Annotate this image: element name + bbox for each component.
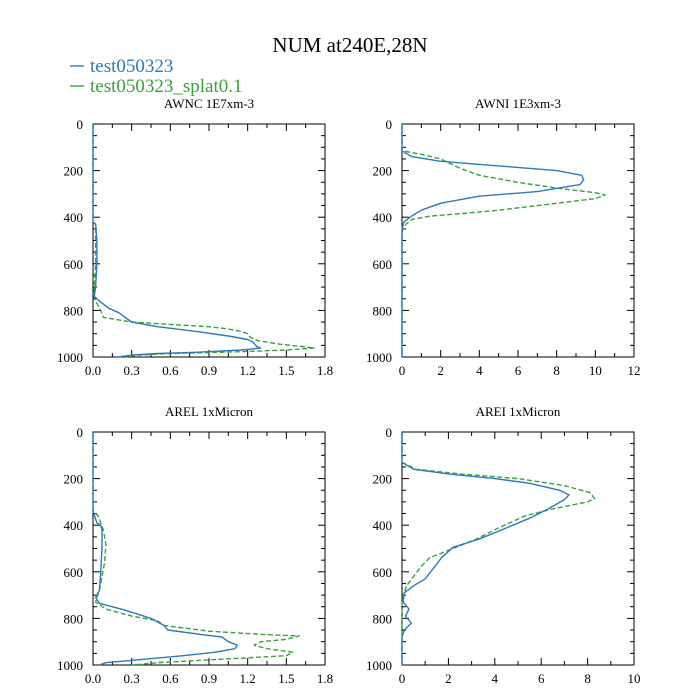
y-tick-label: 0 bbox=[77, 425, 84, 440]
panel-4: AREI 1xMicron 0 200 400 600 800 1000 0 2 4 6 8 10 bbox=[366, 404, 641, 686]
panel-title: AWNC 1E7xm-3 bbox=[164, 96, 254, 111]
series-line-test050323 bbox=[92, 124, 262, 358]
x-tick-label: 1.5 bbox=[278, 363, 294, 378]
series-line-test050323 bbox=[92, 432, 239, 666]
panel-title: AREL 1xMicron bbox=[165, 404, 253, 419]
x-tick-label: 0.3 bbox=[124, 671, 140, 686]
x-tick-label: 0 bbox=[399, 671, 406, 686]
x-tick-label: 6 bbox=[538, 671, 545, 686]
series-line-test050323-splat bbox=[92, 124, 316, 358]
y-tick-label: 200 bbox=[373, 164, 393, 179]
x-tick-label: 1.8 bbox=[317, 671, 333, 686]
panel-2: AWNI 1E3xm-3 0 200 400 600 800 1000 0 2 4 6 8 10 12 bbox=[366, 96, 641, 378]
y-tick-label: 1000 bbox=[366, 658, 392, 673]
x-tick-label: 10 bbox=[589, 363, 602, 378]
y-tick-label: 200 bbox=[373, 472, 393, 487]
y-tick-label: 800 bbox=[64, 611, 84, 626]
x-tick-label: 0.6 bbox=[162, 671, 179, 686]
plot-frame bbox=[92, 431, 326, 666]
x-tick-label: 4 bbox=[476, 363, 483, 378]
series-line-test050323 bbox=[401, 124, 585, 357]
panel-title: AWNI 1E3xm-3 bbox=[475, 96, 561, 111]
x-tick-label: 0.3 bbox=[124, 363, 140, 378]
x-tick-label: 8 bbox=[584, 671, 591, 686]
series-line-test050323-splat bbox=[401, 124, 606, 357]
x-tick-label: 1.5 bbox=[278, 671, 294, 686]
y-tick-label: 0 bbox=[386, 117, 393, 132]
y-tick-label: 1000 bbox=[57, 658, 83, 673]
y-tick-label: 600 bbox=[64, 565, 84, 580]
x-tick-label: 6 bbox=[515, 363, 522, 378]
y-tick-label: 0 bbox=[386, 425, 393, 440]
x-tick-label: 1.2 bbox=[240, 363, 256, 378]
x-tick-label: 2 bbox=[437, 363, 444, 378]
y-tick-label: 1000 bbox=[366, 350, 392, 365]
x-tick-label: 0.9 bbox=[201, 671, 217, 686]
y-tick-label: 800 bbox=[64, 303, 84, 318]
x-tick-label: 1.8 bbox=[317, 363, 333, 378]
y-tick-label: 600 bbox=[373, 257, 393, 272]
series-line-test050323 bbox=[401, 432, 570, 665]
x-tick-label: 12 bbox=[628, 363, 641, 378]
x-tick-label: 8 bbox=[553, 363, 560, 378]
x-tick-label: 0.9 bbox=[201, 363, 217, 378]
panel-title: AREI 1xMicron bbox=[476, 404, 561, 419]
x-tick-label: 0.6 bbox=[162, 363, 179, 378]
x-tick-label: 0.0 bbox=[85, 363, 101, 378]
x-tick-label: 0 bbox=[399, 363, 406, 378]
series-line-test050323-splat bbox=[401, 432, 596, 665]
y-tick-label: 0 bbox=[77, 117, 84, 132]
y-tick-label: 400 bbox=[64, 210, 84, 225]
series-line-test050323-splat bbox=[92, 432, 300, 666]
legend-label: test050323_splat0.1 bbox=[90, 76, 243, 97]
x-tick-label: 4 bbox=[492, 671, 499, 686]
x-tick-label: 0.0 bbox=[85, 671, 101, 686]
y-tick-label: 400 bbox=[373, 210, 393, 225]
y-tick-label: 400 bbox=[373, 518, 393, 533]
y-tick-label: 200 bbox=[64, 164, 84, 179]
figure-title: NUM at240E,28N bbox=[272, 33, 427, 57]
x-tick-label: 1.2 bbox=[240, 671, 256, 686]
legend-label: test050323 bbox=[90, 56, 173, 77]
y-tick-label: 800 bbox=[373, 303, 393, 318]
x-tick-label: 10 bbox=[628, 671, 641, 686]
y-tick-label: 600 bbox=[64, 257, 84, 272]
y-tick-label: 400 bbox=[64, 518, 84, 533]
y-tick-label: 200 bbox=[64, 472, 84, 487]
x-tick-label: 2 bbox=[445, 671, 452, 686]
y-tick-label: 1000 bbox=[57, 350, 83, 365]
plot-frame bbox=[401, 431, 635, 666]
plot-frame bbox=[401, 123, 635, 358]
y-tick-label: 600 bbox=[373, 565, 393, 580]
y-tick-label: 800 bbox=[373, 611, 393, 626]
